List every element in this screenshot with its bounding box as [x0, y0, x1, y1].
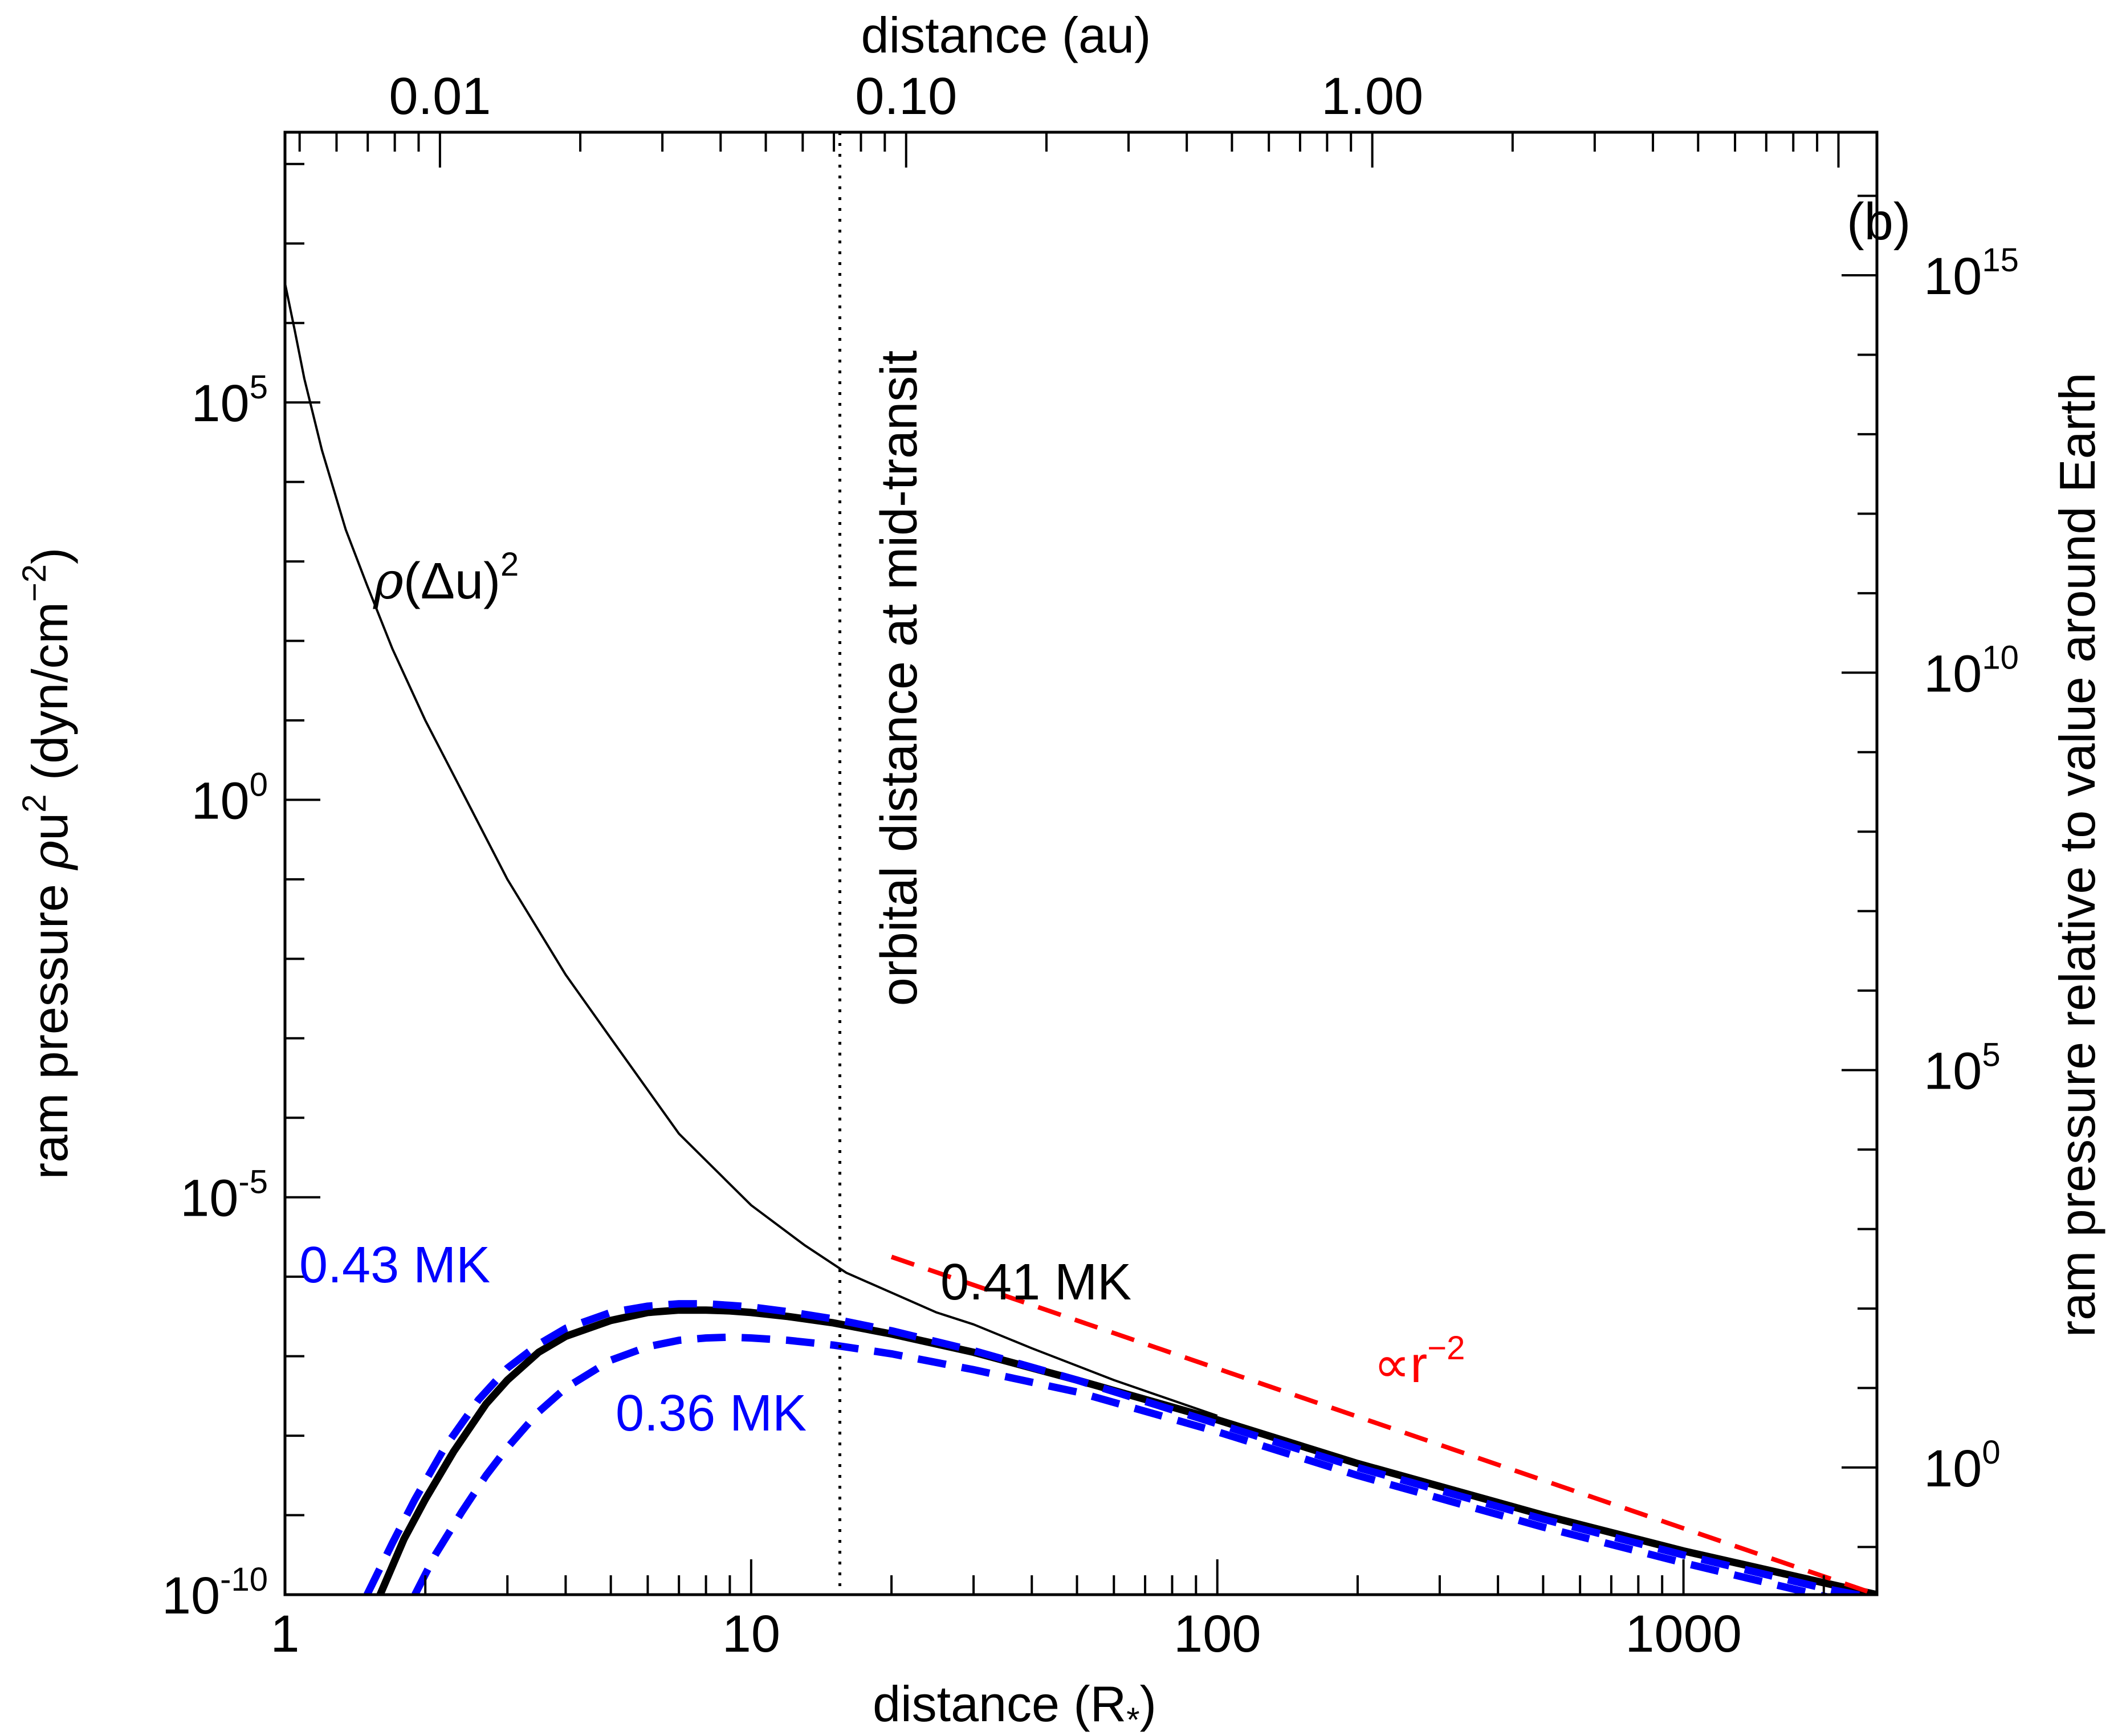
y-axis-title-close: )	[22, 548, 78, 564]
x-axis-title-end: )	[1140, 1676, 1156, 1732]
label-rho-du2-sup: 2	[500, 546, 519, 583]
label-propto-main: ∝r	[1374, 1336, 1427, 1393]
tick-layer: 1 10 100 1000 0.01 0.10 1.00 105 100 10-5 10-10 101…	[162, 67, 2019, 1663]
y-tick-label: 100	[191, 766, 268, 830]
x-tick-label: 10	[722, 1605, 780, 1663]
series-0	[285, 283, 1218, 1417]
series-1	[376, 1306, 1877, 1595]
x-tick-label: 1000	[1625, 1605, 1742, 1663]
label-propto-sup: −2	[1427, 1330, 1465, 1367]
y2-axis-title: ram pressure relative to value around Ea…	[2049, 373, 2105, 1337]
series-2	[364, 1300, 1876, 1595]
x2-tick-label: 0.01	[389, 67, 491, 125]
panel-label: (b)	[1847, 193, 1911, 251]
x-tick-label: 1	[270, 1605, 299, 1663]
y2-tick-label: 105	[1924, 1037, 2001, 1101]
y-tick-label: 10-10	[162, 1561, 268, 1625]
label-du: (Δu)	[404, 553, 500, 610]
curve-layer	[285, 283, 1877, 1595]
y-axis-title-u: u	[22, 813, 78, 841]
y2-tick-label: 1015	[1924, 242, 2019, 305]
y-axis-title-sup: 2	[16, 794, 53, 813]
x2-axis-title: distance (au)	[861, 7, 1151, 63]
y-tick-label: 105	[191, 369, 268, 433]
y2-tick-label: 1010	[1924, 639, 2019, 703]
label-036mk: 0.36 MK	[616, 1385, 807, 1442]
x-axis-title: distance (R*)	[873, 1676, 1156, 1736]
label-041mk: 0.41 MK	[940, 1254, 1131, 1311]
y-axis-title-pre: ram pressure	[22, 870, 78, 1179]
label-propto-r-2: ∝r−2	[1374, 1330, 1465, 1393]
y-axis-title-rho: ρ	[21, 840, 79, 870]
y-axis-title-units: (dyn/cm	[22, 602, 78, 794]
vline-label: orbital distance at mid-transit	[871, 351, 928, 1006]
x2-tick-label: 0.10	[855, 67, 957, 125]
plot-frame	[283, 131, 1879, 1596]
label-rho: ρ	[373, 551, 404, 611]
series-4	[890, 1254, 1877, 1595]
x-axis-title-sub: *	[1126, 1701, 1139, 1736]
y-tick-label: 10-5	[180, 1164, 268, 1228]
y2-tick-label: 100	[1924, 1434, 2001, 1498]
series-3	[412, 1333, 1835, 1595]
label-rho-du2: ρ(Δu)2	[373, 546, 519, 611]
y-axis-title-units-sup: −2	[16, 564, 53, 602]
x-tick-label: 100	[1174, 1605, 1261, 1663]
y-axis-title: ram pressure ρu2 (dyn/cm−2)	[16, 548, 79, 1180]
x-axis-title-main: distance (R	[873, 1676, 1126, 1732]
label-043mk: 0.43 MK	[299, 1237, 490, 1294]
x2-tick-label: 1.00	[1321, 67, 1423, 125]
